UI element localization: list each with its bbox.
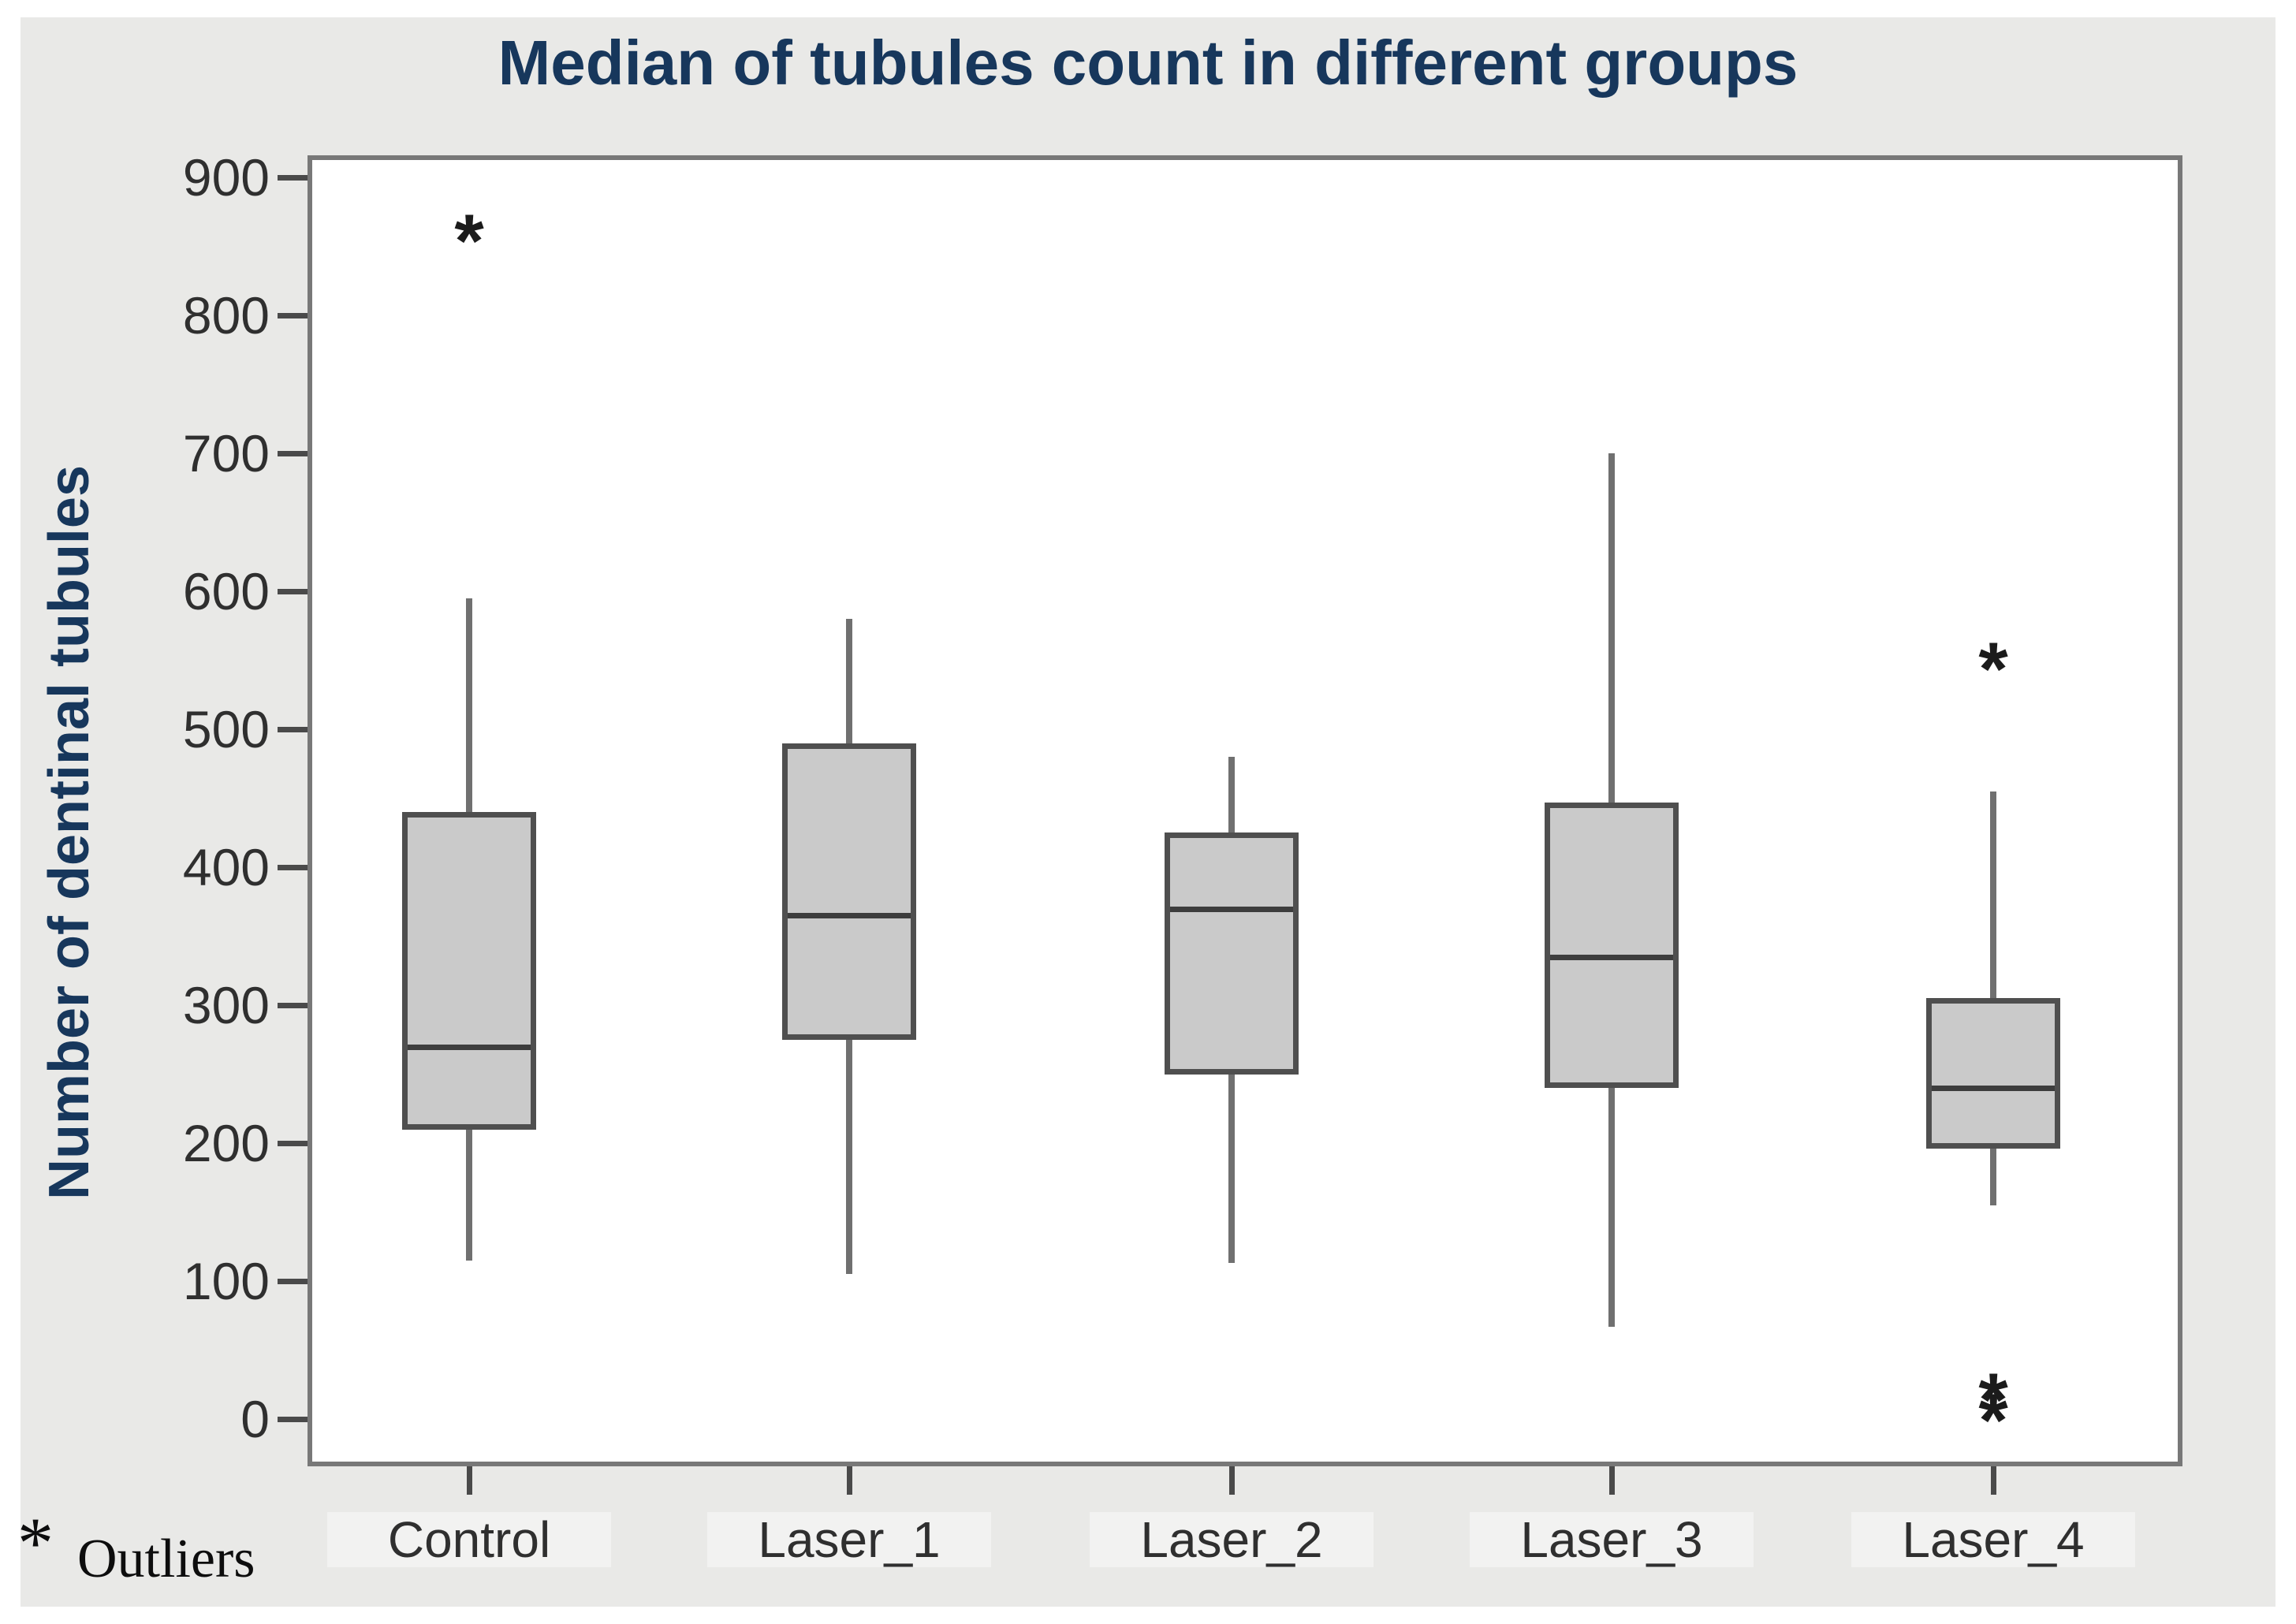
y-tick-label: 900 [182, 148, 270, 207]
box [402, 812, 536, 1130]
y-tick-mark [278, 451, 308, 456]
box [1165, 832, 1299, 1075]
y-tick-label: 600 [182, 562, 270, 620]
asterisk-icon: * [1978, 1378, 2008, 1463]
y-tick-label: 500 [182, 700, 270, 758]
y-tick-label: 300 [182, 976, 270, 1034]
box [1545, 802, 1679, 1088]
outlier-legend-text: Outliers [77, 1529, 255, 1589]
y-tick-mark [278, 1003, 308, 1008]
y-tick-mark [278, 1141, 308, 1146]
box [782, 743, 916, 1040]
y-tick-label: 700 [182, 424, 270, 482]
y-tick-mark [278, 727, 308, 732]
y-tick-label: 100 [182, 1252, 270, 1310]
median-line [1550, 954, 1673, 960]
x-tick-mark [1229, 1466, 1235, 1495]
asterisk-icon: * [454, 199, 484, 284]
asterisk-icon: * [1978, 1358, 2008, 1443]
x-tick-mark [847, 1466, 852, 1495]
y-tick-label: 0 [240, 1390, 270, 1448]
y-axis-title-text: Number of dentinal tubules [38, 464, 101, 1201]
y-tick-mark [278, 865, 308, 870]
y-tick-label: 400 [182, 838, 270, 896]
asterisk-icon: * [1978, 627, 2008, 712]
outlier-legend: * Outliers [17, 1503, 255, 1591]
median-line [1170, 906, 1293, 912]
y-tick-mark [278, 1417, 308, 1422]
x-tick-label: Laser_4 [1851, 1512, 2135, 1567]
y-tick-mark [278, 1279, 308, 1284]
x-tick-label: Control [327, 1512, 611, 1567]
y-tick-mark [278, 313, 308, 318]
x-tick-label: Laser_2 [1090, 1512, 1374, 1567]
y-tick-mark [278, 589, 308, 594]
chart-title: Median of tubules count in different gro… [498, 28, 1798, 98]
x-tick-mark [467, 1466, 472, 1495]
median-line [408, 1044, 531, 1050]
y-tick-label: 200 [182, 1114, 270, 1172]
x-tick-label: Laser_3 [1470, 1512, 1754, 1567]
x-tick-label: Laser_1 [707, 1512, 991, 1567]
median-line [788, 913, 911, 919]
plot-area [308, 155, 2182, 1466]
x-tick-mark [1991, 1466, 1996, 1495]
y-tick-label: 800 [182, 286, 270, 345]
x-tick-mark [1609, 1466, 1615, 1495]
asterisk-icon: * [17, 1503, 54, 1583]
y-tick-mark [278, 175, 308, 181]
median-line [1932, 1086, 2055, 1091]
box [1926, 998, 2060, 1149]
